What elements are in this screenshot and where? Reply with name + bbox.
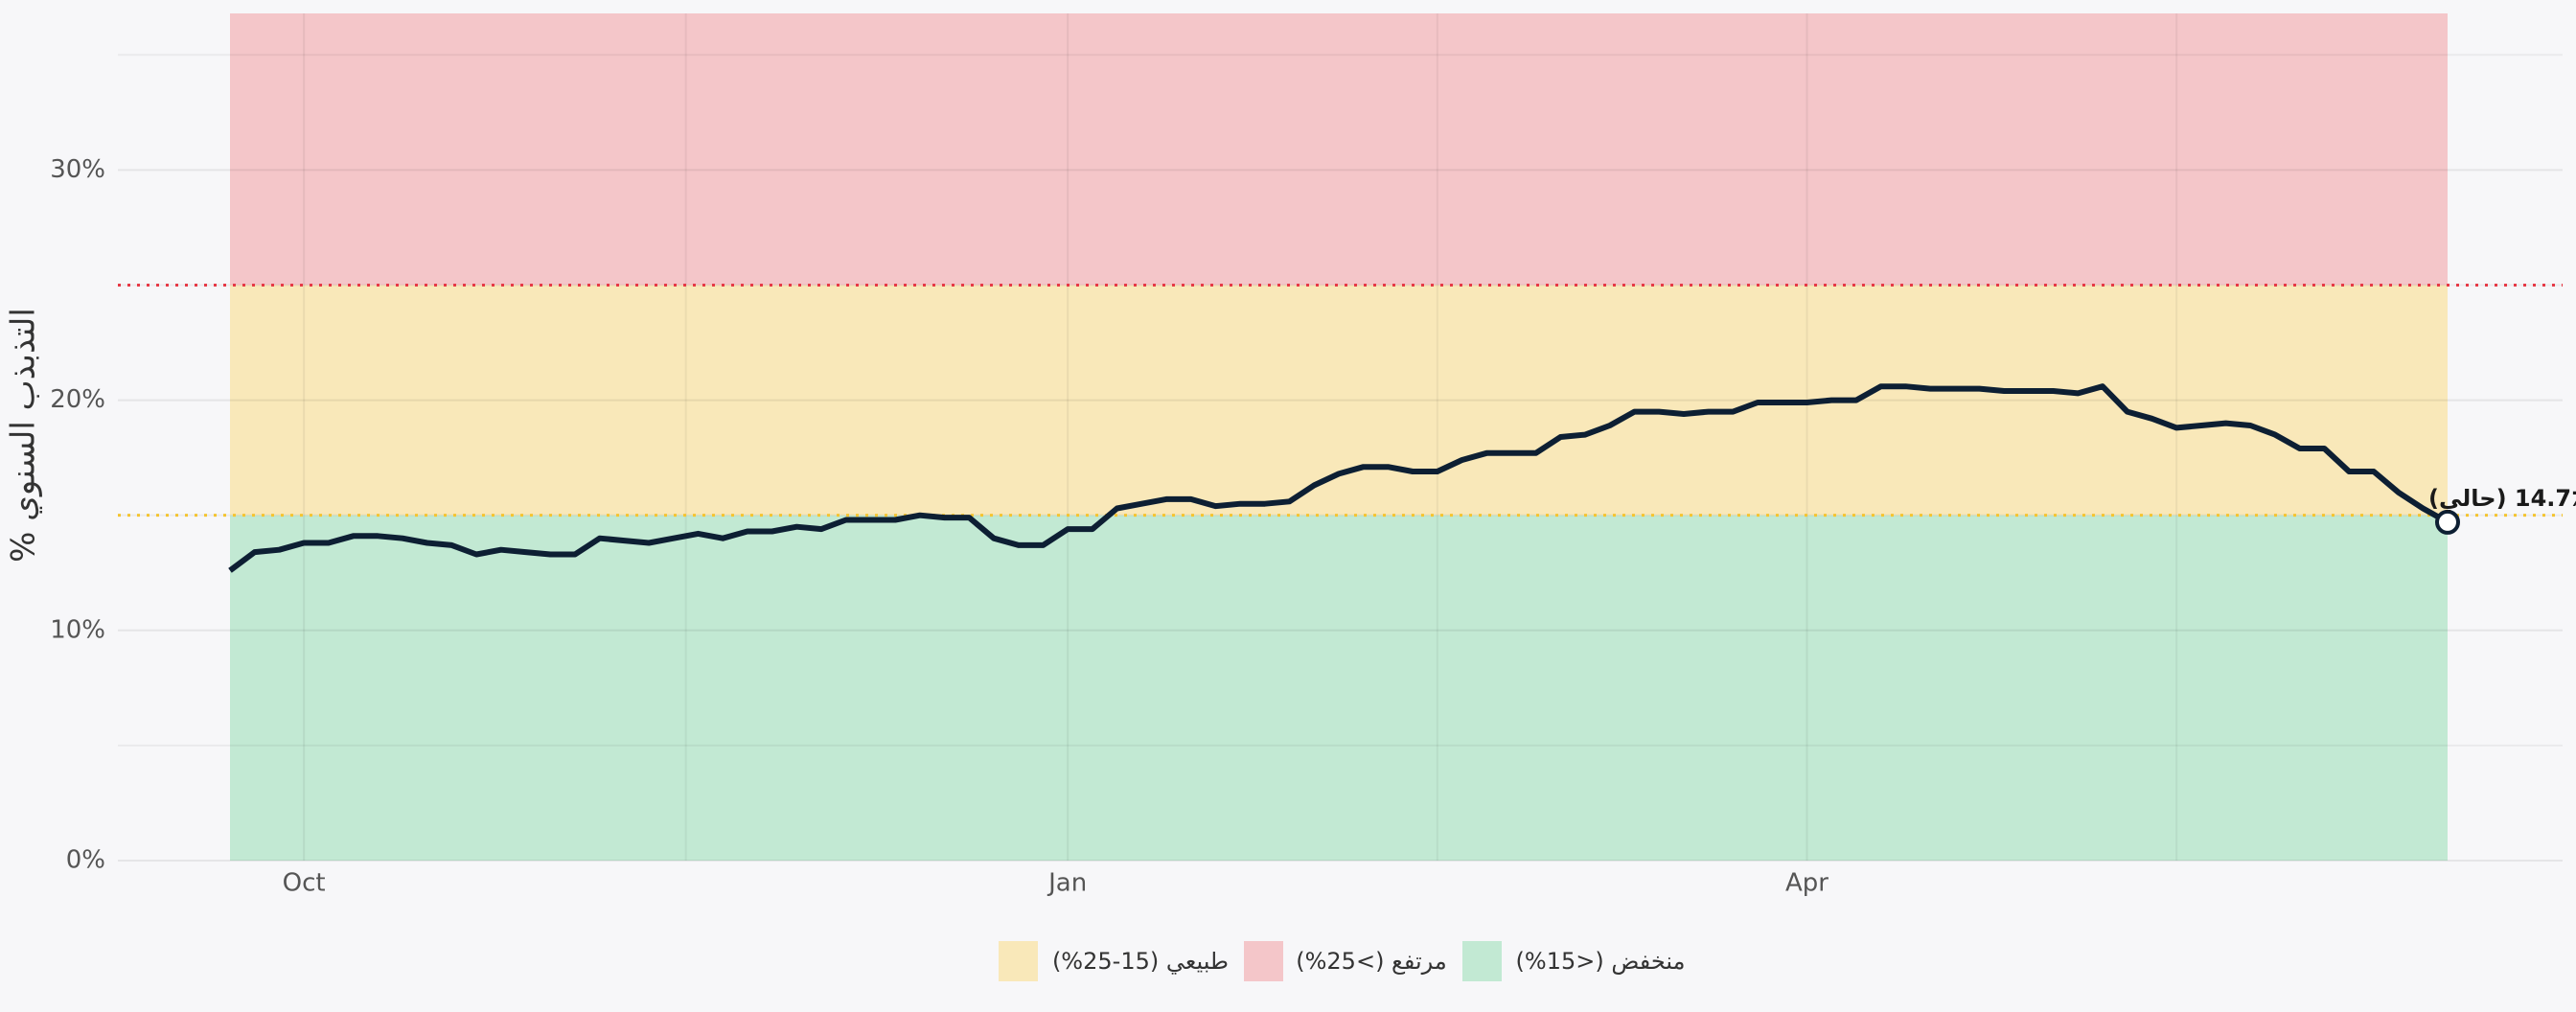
y-tick-label: 10% xyxy=(50,615,105,644)
zone-band xyxy=(230,13,2448,286)
x-tick-label: Oct xyxy=(283,869,326,898)
legend-swatch xyxy=(1244,941,1283,981)
y-tick-label: 20% xyxy=(50,385,105,414)
zone-band xyxy=(230,515,2448,861)
legend-swatch xyxy=(1462,941,1502,981)
x-tick-label: Apr xyxy=(1785,869,1828,898)
legend-label: طبيعي (15-25%) xyxy=(1052,948,1229,975)
legend-label: مرتفع (>25%) xyxy=(1296,948,1447,975)
y-axis-label: التذبذب السنوي % xyxy=(5,308,43,563)
y-tick-label: 30% xyxy=(50,155,105,184)
y-tick-label: 0% xyxy=(66,846,105,875)
x-tick-label: Jan xyxy=(1046,869,1087,898)
end-marker xyxy=(2435,509,2460,535)
data-line xyxy=(228,383,2450,573)
annotation: 14.7٪ (حالي) xyxy=(2428,485,2576,512)
legend-label: منخفض (<15%) xyxy=(1516,948,1686,975)
legend-swatch xyxy=(999,941,1038,981)
